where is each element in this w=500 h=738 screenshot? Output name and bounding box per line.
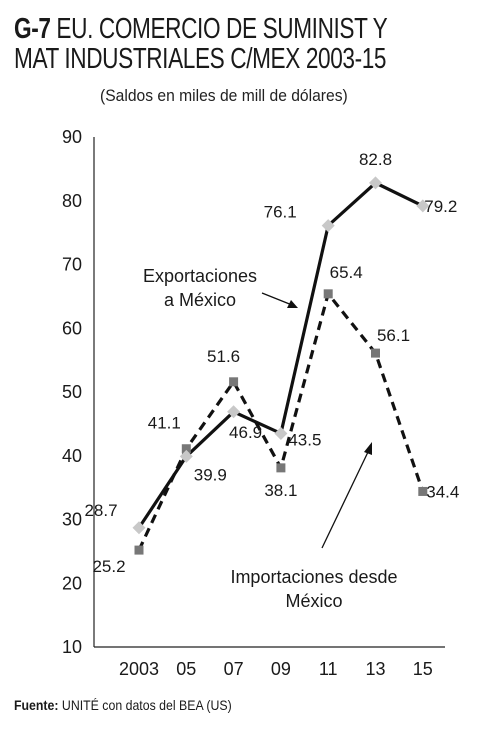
data-label-exportaciones: 82.8 [359,150,392,169]
data-point-importaciones [323,289,333,299]
data-label-importaciones: 38.1 [264,481,297,500]
y-tick-label: 60 [62,318,82,338]
data-point-importaciones [134,545,144,555]
title-line-2: MAT INDUSTRIALES C/MEX 2003-15 [14,43,387,75]
data-label-importaciones: 34.4 [426,482,459,501]
y-tick-label: 80 [62,191,82,211]
title-line-1: EU. COMERCIO DE SUMINIST Y [56,13,388,45]
chart-title: G-7 EU. COMERCIO DE SUMINIST Y MAT INDUS… [14,14,388,74]
data-point-importaciones [276,463,286,473]
data-point-exportaciones [179,449,193,463]
annotation-arrow-importaciones [321,451,369,549]
x-tick-label: 13 [365,659,385,679]
source-note: Fuente: UNITÉ con datos del BEA (US) [14,697,232,713]
y-tick-label: 10 [62,637,82,657]
data-point-importaciones [181,444,191,454]
annotation-arrowhead-importaciones [364,442,372,455]
data-point-importaciones [418,486,428,496]
y-tick-label: 30 [62,510,82,530]
data-label-exportaciones: 76.1 [264,203,297,222]
series-line-exportaciones [137,180,424,529]
data-point-exportaciones [274,426,288,440]
annotation-importaciones-line1: Importaciones desde [230,567,397,587]
x-tick-label: 11 [319,659,338,679]
data-label-exportaciones: 39.9 [194,465,227,484]
data-label-exportaciones: 46.9 [229,423,262,442]
y-tick-label: 50 [62,382,82,402]
x-tick-label: 07 [224,659,244,679]
data-label-exportaciones: 28.7 [84,501,117,520]
data-point-exportaciones [416,199,430,213]
data-label-exportaciones: 43.5 [288,430,321,449]
source-label: Fuente: [14,697,59,713]
x-tick-label: 09 [271,659,291,679]
data-label-importaciones: 25.2 [92,557,125,576]
chart-subtitle: (Saldos en miles de mill de dólares) [100,86,348,105]
data-point-exportaciones [369,176,382,190]
data-label-importaciones: 51.6 [207,347,240,366]
data-label-importaciones: 41.1 [148,414,181,433]
annotation-exportaciones-line2: a México [164,290,236,310]
data-point-exportaciones [321,219,335,233]
data-point-importaciones [371,348,380,358]
x-tick-label: 2003 [119,659,159,679]
data-point-exportaciones [132,521,146,535]
annotation-importaciones-line2: México [285,591,342,611]
data-label-importaciones: 56.1 [377,326,410,345]
y-tick-label: 40 [62,446,82,466]
y-tick-label: 90 [62,127,82,147]
x-tick-label: 15 [413,659,433,679]
annotation-exportaciones-line1: Exportaciones [143,266,257,286]
y-tick-label: 20 [62,573,82,593]
chart-code: G-7 [14,13,51,45]
y-tick-label: 70 [62,255,82,275]
data-label-exportaciones: 79.2 [424,197,457,216]
annotation-arrow-exportaciones [261,292,293,306]
annotation-arrowhead-exportaciones [287,300,298,308]
x-tick-label: 05 [176,659,196,679]
data-point-importaciones [229,377,239,387]
source-text: UNITÉ con datos del BEA (US) [61,697,232,713]
data-label-importaciones: 65.4 [330,263,363,282]
data-point-exportaciones [227,405,241,419]
